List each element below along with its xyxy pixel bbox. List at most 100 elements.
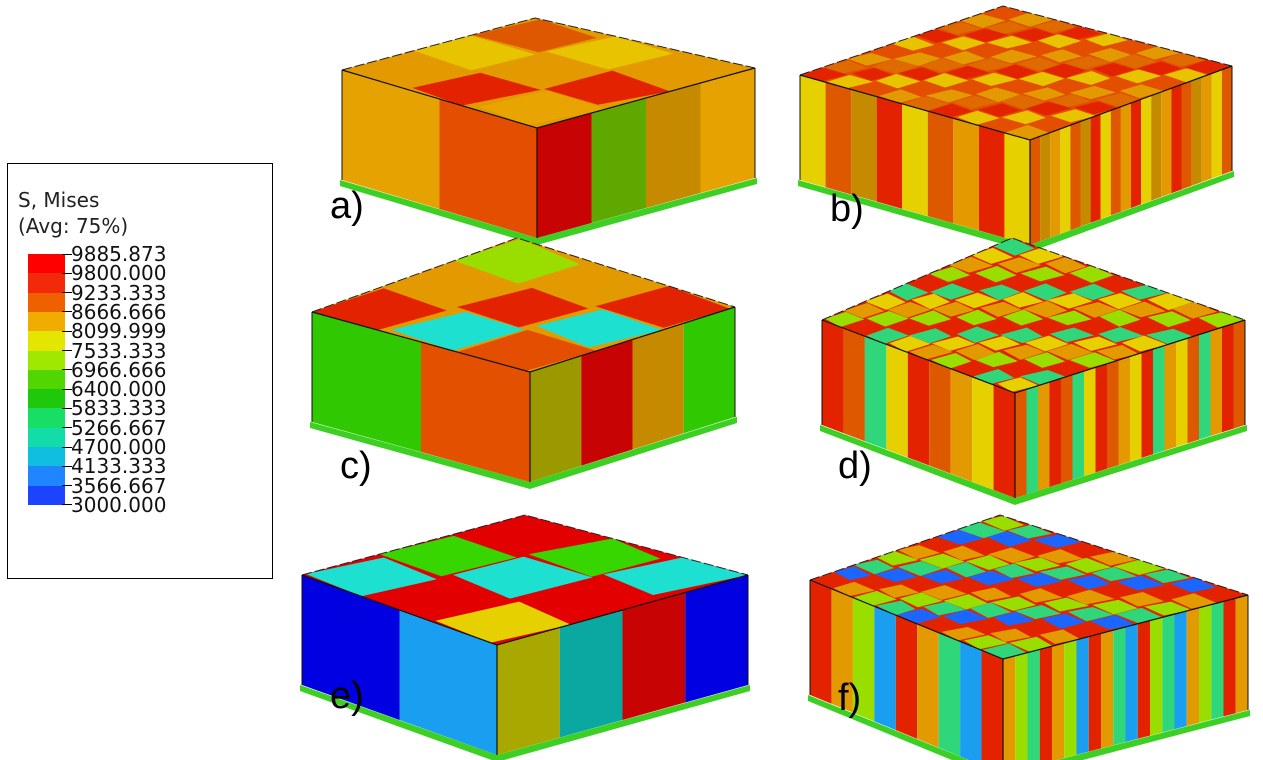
right-face-grain	[530, 355, 582, 482]
top-grain	[919, 617, 962, 633]
top-grain	[1016, 572, 1063, 587]
right-face-grain	[1181, 80, 1192, 190]
right-face-grain	[1030, 136, 1041, 245]
top-grain	[956, 309, 997, 326]
right-face-grain	[1050, 128, 1061, 238]
top-grain	[1012, 42, 1059, 57]
right-face-grain	[1221, 66, 1232, 175]
right-face-grain	[1070, 121, 1081, 231]
right-face-grain	[1151, 91, 1162, 201]
legend-value: 6966.666	[71, 357, 167, 382]
right-face-grain	[1164, 341, 1176, 451]
top-grain	[456, 287, 589, 328]
right-face-grain	[1027, 649, 1040, 760]
top-grain	[1003, 344, 1045, 360]
top-grain	[1093, 77, 1138, 92]
top-grain	[1049, 327, 1095, 343]
top-grain	[1069, 265, 1114, 283]
top-grain	[919, 553, 965, 569]
top-grain	[909, 344, 953, 360]
left-face-grain	[439, 99, 537, 238]
top-grain	[1000, 327, 1043, 344]
legend-swatch	[28, 273, 65, 294]
top-grain	[435, 601, 571, 643]
top-grain	[930, 283, 976, 300]
top-grain	[1142, 76, 1185, 91]
panel-label: c)	[340, 445, 372, 487]
top-grain	[1145, 585, 1192, 600]
right-face-grain	[1141, 95, 1152, 205]
top-grain	[1067, 575, 1111, 590]
right-face-grain	[1137, 620, 1150, 739]
top-grain	[1062, 541, 1108, 558]
top-grain	[1001, 110, 1046, 125]
left-face-grain	[938, 632, 961, 757]
left-face-grain	[342, 70, 440, 209]
top-grain	[997, 377, 1039, 392]
top-grain	[1119, 84, 1164, 99]
top-grain	[892, 36, 935, 51]
right-face-grain	[1131, 99, 1142, 208]
top-grain	[1089, 551, 1138, 566]
top-grain	[1090, 615, 1135, 630]
right-face-grain	[1015, 389, 1027, 498]
top-grain	[1094, 275, 1140, 291]
top-grain	[536, 309, 663, 348]
top-grain	[958, 522, 1006, 539]
top-grain	[1073, 318, 1117, 335]
right-face-grain	[1130, 352, 1142, 462]
top-grain	[955, 344, 996, 361]
top-grain	[833, 566, 872, 581]
top-grain	[1039, 566, 1087, 580]
right-face-grain	[1064, 639, 1077, 758]
top-grain	[1032, 534, 1082, 548]
top-grain	[911, 293, 951, 310]
right-face-grain	[537, 113, 592, 238]
top-grain	[516, 580, 658, 621]
left-face-grain	[978, 125, 1005, 238]
top-grain	[1099, 309, 1141, 327]
top-grain	[923, 601, 966, 616]
substrate-plate	[808, 695, 1250, 760]
top-grain	[458, 329, 597, 371]
top-grain	[854, 574, 898, 589]
top-grain	[989, 628, 1031, 642]
top-grain	[847, 53, 893, 66]
substrate-plate	[300, 685, 750, 760]
legend-swatch	[28, 408, 65, 429]
legend-value: 7533.333	[71, 338, 167, 363]
top-grain	[1047, 275, 1092, 291]
top-grain	[888, 318, 930, 336]
right-face-grain	[1026, 385, 1038, 495]
top-grain	[1145, 328, 1194, 345]
top-grain	[1119, 592, 1165, 607]
top-grain	[947, 80, 995, 95]
top-grain	[1091, 566, 1137, 582]
top-grain	[1007, 524, 1052, 539]
left-face-grain	[800, 75, 826, 188]
right-face-grain	[1125, 623, 1138, 742]
top-grain	[920, 585, 967, 600]
top-grain	[1040, 49, 1083, 63]
panel-label: f)	[838, 677, 862, 719]
top-grain	[980, 318, 1021, 334]
top-grain	[999, 360, 1044, 377]
top-grain	[1057, 26, 1102, 40]
top-grain	[990, 49, 1038, 64]
top-grain	[970, 602, 1012, 619]
right-face-grain	[1061, 374, 1073, 484]
top-back-edge	[301, 514, 749, 576]
right-face-grain	[1100, 110, 1111, 220]
right-face-grain	[1003, 655, 1016, 760]
left-face-grain	[421, 342, 530, 482]
legend-value: 3000.000	[71, 492, 167, 517]
legend-swatch	[28, 389, 65, 409]
top-grain	[929, 266, 971, 283]
top-grain	[381, 263, 521, 307]
top-grain	[1092, 599, 1139, 615]
legend-tick	[62, 388, 72, 390]
top-grain	[980, 6, 1027, 21]
top-grain	[866, 311, 909, 327]
top-grain	[1041, 613, 1086, 629]
top-back-edge	[799, 5, 1233, 76]
